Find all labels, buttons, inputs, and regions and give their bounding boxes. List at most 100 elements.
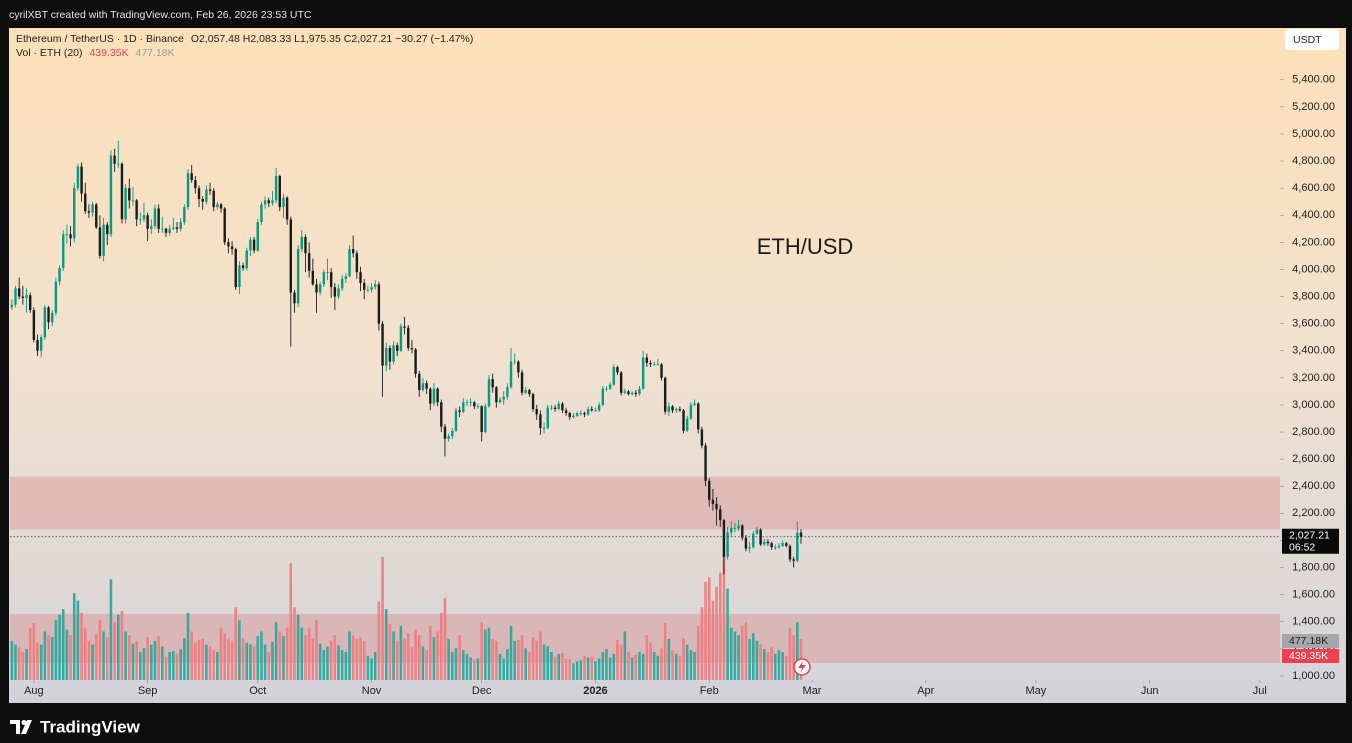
volume-bar [425,650,428,680]
candle-body [722,520,726,557]
candle-body [76,166,80,189]
candle-body [531,394,535,410]
x-tick-label: Jun [1141,685,1159,697]
candle-body [440,402,443,427]
volume-bar [491,638,494,680]
volume-bar [370,658,373,680]
candle-body [579,413,582,414]
volume-bar [142,648,146,680]
candle-body [502,396,505,400]
currency-label[interactable]: USDT [1293,34,1322,46]
candle-body [293,292,296,304]
volume-bar [116,614,120,680]
candle-body [263,200,267,205]
volume-bar [608,657,612,680]
volume-bar [748,638,751,680]
volume-bar [785,655,788,680]
volume-bar [627,652,630,680]
candle-body [91,204,94,213]
candle-body [205,189,208,202]
candle-body [730,528,733,533]
candle-body [50,312,54,323]
volume-bar [21,652,25,680]
candle-body [362,283,366,290]
time-axis-band [9,681,1346,703]
candle-body [641,357,645,389]
volume-bar [337,645,340,680]
candle-body [638,388,641,395]
volume-bar [583,655,586,680]
candle-body [186,173,190,208]
y-tick-label: 3,200.00 [1292,372,1335,384]
candle-body [737,525,740,529]
last-price-label: 2,027.21 [1289,530,1330,542]
candle-body [285,197,289,220]
candle-body [161,228,164,230]
candle-body [377,284,381,324]
candle-body [241,265,245,269]
candle-body [564,410,568,414]
volume-bar [476,658,480,680]
volume-bar [282,636,285,680]
volume-bar [179,649,182,680]
last-price-tag [1282,528,1339,554]
candle-body [726,532,729,557]
volume-bar [777,650,781,680]
volume-bar [14,644,17,680]
volume-bar [561,652,564,680]
volume-bar [451,652,454,680]
candle-body [307,253,311,271]
candle-body [113,155,116,164]
volume-bar [722,555,726,680]
volume-bar [711,600,715,680]
candle-body [619,372,623,393]
candle-body [766,541,770,544]
volume-bar [348,631,351,680]
candle-body [645,357,649,363]
volume-bar [513,640,516,680]
candle-body [102,224,105,256]
volume-bar [359,637,362,680]
volume-bar [542,644,546,680]
candle-body [172,227,175,229]
candle-body [223,208,226,243]
currency-button[interactable] [1285,29,1339,50]
candle-body [528,390,531,395]
volume-bar [406,633,410,680]
candle-body [667,406,671,412]
volume-bar [54,620,58,680]
volume-bar [557,653,561,680]
candle-body [447,436,450,439]
legend-line: Ethereum / TetherUS · 1D · Binance O2,05… [16,33,473,45]
volume-bar [568,659,572,680]
y-tick-label: 5,200.00 [1292,101,1335,113]
annotation: ETH/USD [757,234,854,259]
volume-bar [234,607,238,680]
candle-body [418,373,421,391]
candle-body [583,413,586,415]
candle-body [219,204,223,209]
candle-body [80,166,83,194]
candle-body [28,295,32,311]
candle-body [359,272,362,284]
volume-bar [447,638,450,680]
volume-ma-tag [1282,634,1339,648]
volume-bar [763,649,766,680]
volume-bar [638,652,641,680]
candle-body [535,409,538,415]
volume-bar [674,653,678,680]
candle-body [304,236,307,254]
volume-bar [612,653,616,680]
volume-bar [293,607,296,680]
candle-body [693,403,696,405]
volume-bar [546,646,550,680]
candle-body [208,189,212,191]
candle-body [164,228,168,233]
volume-bar [98,620,102,680]
candle-body [796,532,799,561]
volume-bar [256,636,260,680]
candle-body [39,337,43,351]
candle-body [278,175,281,208]
volume-bar [645,635,649,680]
